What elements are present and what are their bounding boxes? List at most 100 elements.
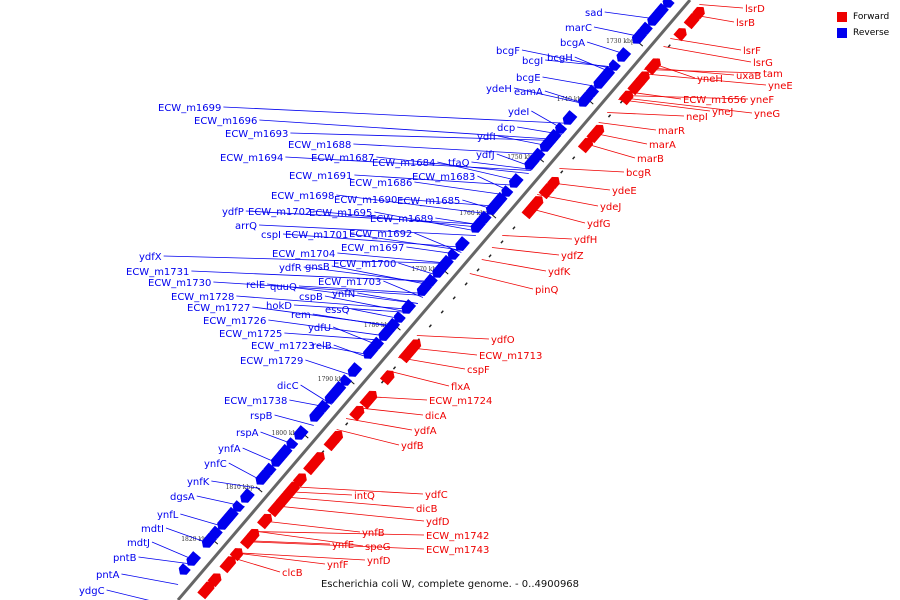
- forward-gene-label: yneF: [750, 95, 774, 106]
- reverse-gene-label: ydeH: [486, 84, 512, 95]
- reverse-leader-line: [374, 211, 480, 232]
- forward-leader-line: [283, 491, 353, 496]
- reverse-gene-arrow: [455, 236, 470, 251]
- reverse-gene-arrow: [616, 47, 632, 62]
- forward-leader-line: [621, 95, 749, 100]
- forward-leader-line: [699, 4, 744, 9]
- reverse-gene-label: ECW_m1725: [219, 329, 282, 340]
- forward-gene-arrow: [627, 77, 645, 96]
- reverse-gene-arrow: [178, 563, 191, 575]
- reverse-leader-line: [191, 270, 437, 282]
- reverse-leader-line: [211, 480, 261, 489]
- reverse-leader-line: [353, 143, 546, 155]
- reverse-leader-line: [312, 313, 398, 328]
- reverse-leader-line: [274, 414, 314, 426]
- forward-gene-label: ydfG: [587, 219, 611, 230]
- forward-gene-label: tam: [763, 69, 783, 80]
- scale-label: 1760 kbp: [459, 210, 488, 217]
- reverse-gene-label: pntA: [96, 570, 120, 581]
- reverse-gene-label: bcgE: [516, 73, 541, 84]
- reverse-gene-arrow: [324, 387, 341, 404]
- reverse-gene-arrow: [393, 311, 406, 323]
- reverse-gene-label: ECW_m1696: [194, 116, 257, 127]
- reverse-leader-line: [513, 87, 588, 105]
- reverse-gene-label: mdtI: [141, 524, 164, 535]
- scale-label: 1810 kbp: [226, 484, 255, 491]
- forward-gene-label: marR: [658, 126, 685, 137]
- forward-leader-line: [645, 67, 735, 76]
- reverse-gene-label: ydfR: [279, 263, 302, 274]
- reverse-leader-line: [357, 292, 418, 304]
- reverse-gene-label: ECW_m1723: [251, 341, 314, 352]
- reverse-leader-line: [165, 527, 213, 545]
- forward-gene-arrow: [229, 548, 244, 562]
- forward-leader-line: [250, 530, 364, 547]
- strand-legend: Forward Reverse: [837, 9, 889, 41]
- forward-gene-arrow: [577, 137, 594, 154]
- genome-axis-line: [176, 0, 692, 600]
- forward-leader-line: [249, 531, 425, 536]
- forward-gene-label: ydfZ: [561, 251, 584, 262]
- forward-leader-line: [590, 132, 648, 145]
- reverse-gene-arrow: [363, 343, 379, 359]
- reverse-gene-label: ECW_m1690: [334, 195, 397, 206]
- reverse-leader-line: [313, 210, 483, 228]
- scale-label: 1790 kbp: [318, 376, 347, 383]
- feature-dash: [500, 240, 504, 244]
- reverse-leader-line: [333, 344, 372, 359]
- reverse-leader-line: [398, 262, 442, 277]
- forward-leader-line: [598, 122, 657, 131]
- reverse-gene-label: bcgA: [560, 38, 585, 49]
- reverse-gene-arrow: [240, 488, 255, 503]
- forward-gene-arrow: [256, 513, 273, 530]
- reverse-gene-label: ECW_m1738: [224, 396, 287, 407]
- reverse-gene-label: ECW_m1687: [311, 153, 374, 164]
- forward-leader-line: [355, 407, 424, 416]
- forward-leader-line: [416, 335, 490, 340]
- forward-gene-label: ydfA: [414, 426, 437, 437]
- reverse-leader-line: [521, 49, 618, 70]
- reverse-gene-label: ECW_m1727: [187, 303, 250, 314]
- reverse-leader-line: [260, 431, 297, 446]
- forward-gene-label: cspF: [467, 365, 490, 376]
- reverse-leader-line: [259, 224, 476, 236]
- reverse-gene-label: ECW_m1693: [225, 129, 288, 140]
- reverse-leader-line: [477, 175, 513, 193]
- feature-dash: [667, 44, 671, 48]
- reverse-leader-line: [180, 513, 227, 528]
- forward-leader-line: [231, 552, 326, 565]
- forward-gene-label: ECW_m1742: [426, 531, 489, 542]
- feature-dash: [488, 254, 492, 258]
- reverse-leader-line: [337, 252, 453, 264]
- forward-leader-line: [386, 370, 450, 387]
- reverse-gene-arrow: [309, 406, 325, 422]
- reverse-gene-arrow: [347, 362, 363, 377]
- forward-gene-arrow: [239, 533, 256, 550]
- forward-gene-label: ydfK: [548, 267, 571, 278]
- forward-gene-arrow: [644, 58, 662, 76]
- reverse-gene-label: ECW_m1689: [370, 214, 433, 225]
- forward-leader-line: [345, 418, 413, 431]
- reverse-leader-line: [289, 399, 330, 408]
- forward-gene-label: ydfC: [425, 490, 448, 501]
- reverse-gene-label: ydgC: [79, 586, 105, 597]
- forward-gene-arrow: [538, 183, 555, 200]
- reverse-leader-line: [242, 447, 281, 465]
- forward-leader-line: [559, 168, 625, 173]
- forward-gene-label: bcgR: [626, 168, 651, 179]
- forward-leader-line: [670, 38, 742, 51]
- reverse-leader-line: [383, 280, 424, 298]
- reverse-leader-line: [544, 90, 588, 105]
- forward-gene-label: marA: [649, 140, 676, 151]
- reverse-leader-line: [300, 384, 332, 405]
- forward-gene-label: intQ: [354, 491, 375, 502]
- reverse-gene-label: rspB: [250, 411, 273, 422]
- forward-gene-label: lsrD: [745, 4, 765, 15]
- forward-gene-label: nepI: [686, 112, 708, 123]
- reverse-gene-arrow: [647, 9, 664, 26]
- forward-gene-label: yneG: [754, 109, 780, 120]
- reverse-gene-label: ydfX: [139, 252, 162, 263]
- scale-label: 1730 kbp: [606, 38, 635, 45]
- forward-gene-label: uxaB: [736, 71, 761, 82]
- reverse-leader-line: [462, 199, 498, 211]
